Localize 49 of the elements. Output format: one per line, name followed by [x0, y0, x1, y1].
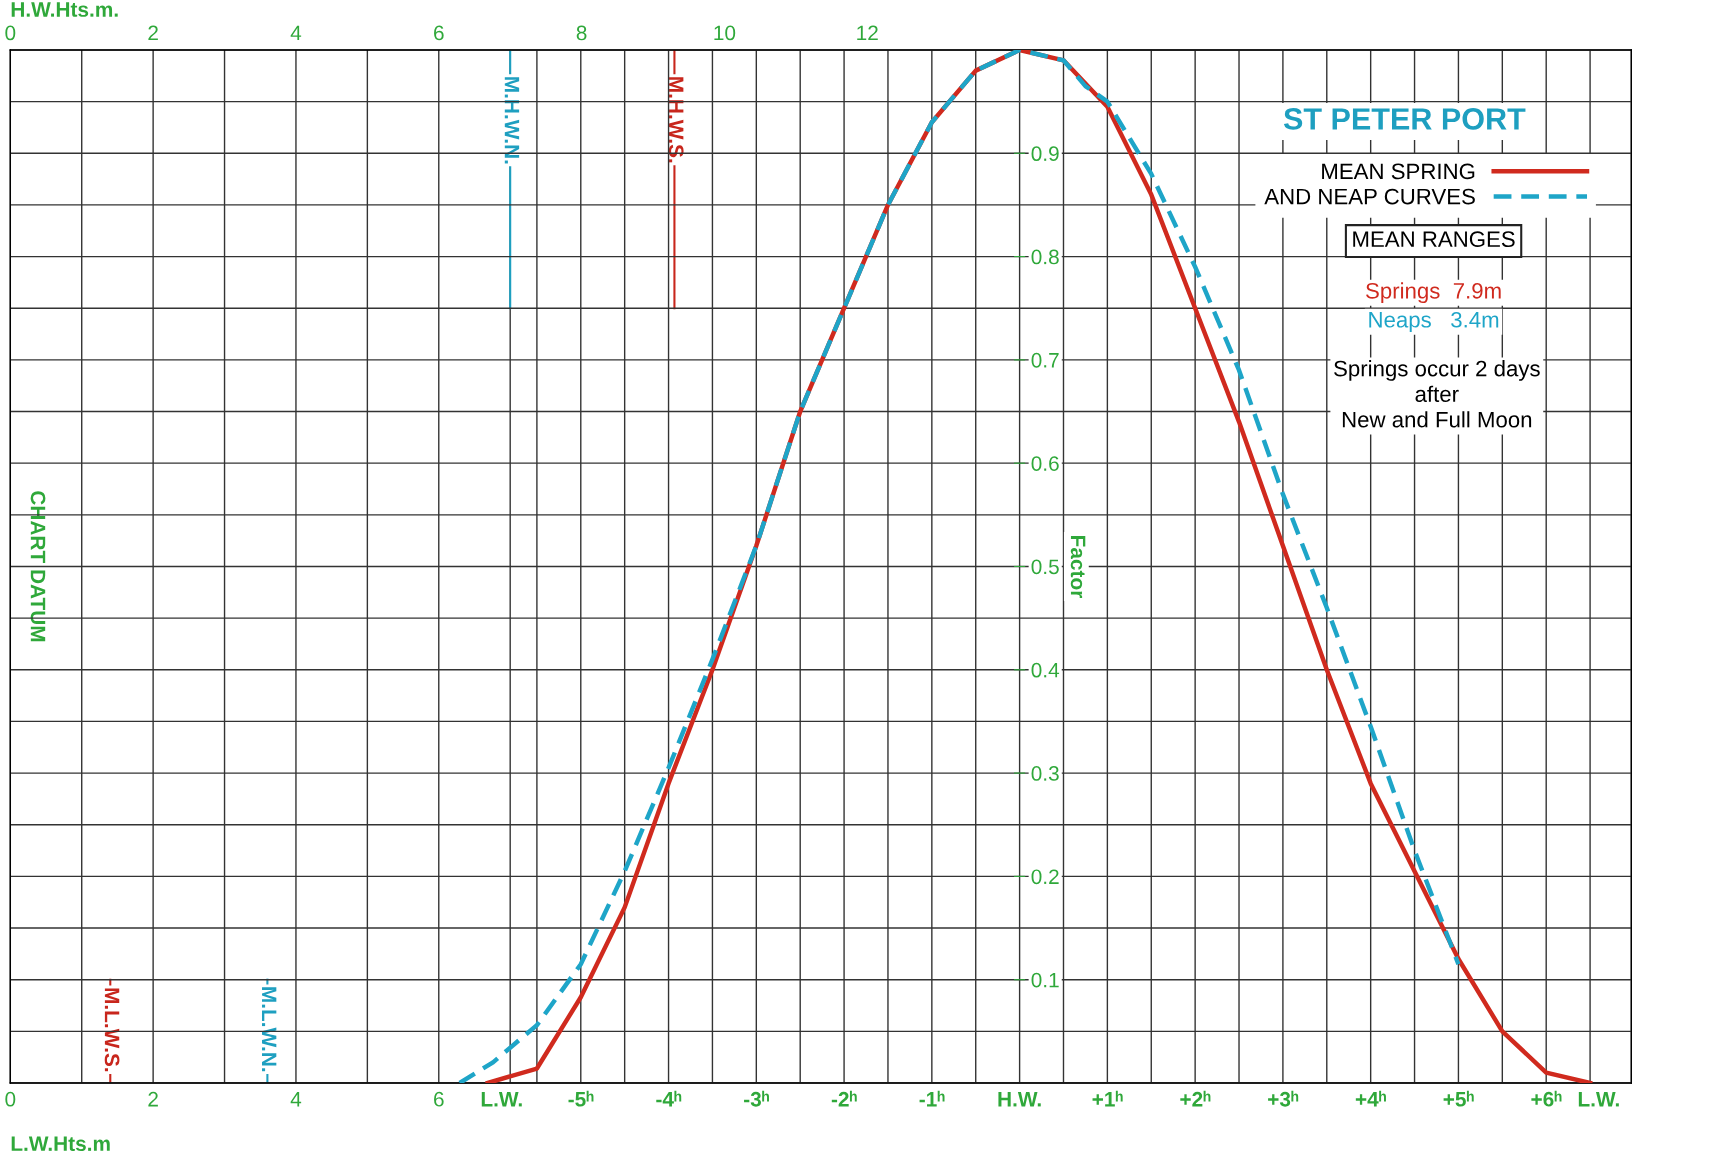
x-tick-label: L.W. [481, 1092, 522, 1107]
annotation: Springs 7.9m [1366, 282, 1501, 304]
ref-line-label: M.H.W.S. [668, 77, 684, 163]
x-tick-label: -1ʰ [919, 1090, 945, 1107]
x-tick-label: +1ʰ [1092, 1090, 1123, 1107]
x-tick-label: H.W. [998, 1092, 1041, 1107]
x-tick-label: 0 [5, 1091, 16, 1107]
x-tick-label: -5ʰ [568, 1090, 594, 1107]
x2-tick-label: 10 [714, 25, 736, 41]
text: ST PETER PORT [1283, 108, 1526, 130]
x-tick-label: +6ʰ [1531, 1090, 1562, 1107]
x2-tick-label: 0 [5, 25, 16, 41]
x2-tick-label: 4 [290, 25, 302, 41]
x2-tick-label: 8 [576, 25, 587, 41]
y-tick-label: 0.2 [1031, 869, 1059, 885]
legend-label: MEAN SPRING [1322, 163, 1475, 180]
x-tick-label: 6 [434, 1091, 444, 1107]
y-axis-title: Factor [1070, 536, 1086, 598]
x-tick-label: 4 [290, 1092, 302, 1107]
x2-tick-label: 12 [857, 25, 878, 41]
x-tick-label: -2ʰ [831, 1090, 857, 1107]
x-tick-label: -4ʰ [656, 1090, 682, 1107]
x-tick-label: L.W. [1578, 1092, 1619, 1107]
x-tick-label: +4ʰ [1355, 1090, 1386, 1107]
annotation: Neaps 3.4m [1369, 311, 1499, 333]
x-tick-label: +5ʰ [1443, 1090, 1474, 1107]
y-tick-label: 0.4 [1031, 662, 1060, 678]
x-tick-label: 2 [148, 1091, 158, 1107]
x2-axis-title: H.W.Hts.m. [11, 2, 118, 17]
annotation: Springs occur 2 days after New and Full Moon [1334, 360, 1540, 428]
y-tick-label: 0.8 [1031, 249, 1059, 265]
x2-tick-label: 6 [434, 25, 444, 41]
annotation: CHART DATUM [30, 491, 46, 642]
annotation: MEAN RANGES [1353, 231, 1515, 248]
x2-tick-label: 2 [148, 25, 158, 41]
y-tick-label: 0.6 [1031, 456, 1059, 471]
ref-line-label: M.L.W.N. [262, 987, 277, 1072]
y-tick-label: 0.5 [1031, 559, 1059, 575]
x-tick-label: +2ʰ [1180, 1090, 1211, 1107]
x-tick-label: +3ʰ [1268, 1090, 1299, 1107]
x-axis-title: L.W.Hts.m [11, 1136, 110, 1152]
y-tick-label: 0.3 [1031, 766, 1059, 781]
x-tick-label: -3ʰ [744, 1090, 769, 1107]
legend-label: AND NEAP CURVES [1264, 188, 1475, 205]
y-tick-label: 0.7 [1031, 352, 1059, 368]
ref-line-label: M.H.W.N. [504, 77, 520, 164]
ref-line-label: M.L.W.S. [104, 988, 120, 1072]
y-tick-label: 0.9 [1031, 146, 1059, 162]
y-tick-label: 0.1 [1031, 972, 1059, 988]
